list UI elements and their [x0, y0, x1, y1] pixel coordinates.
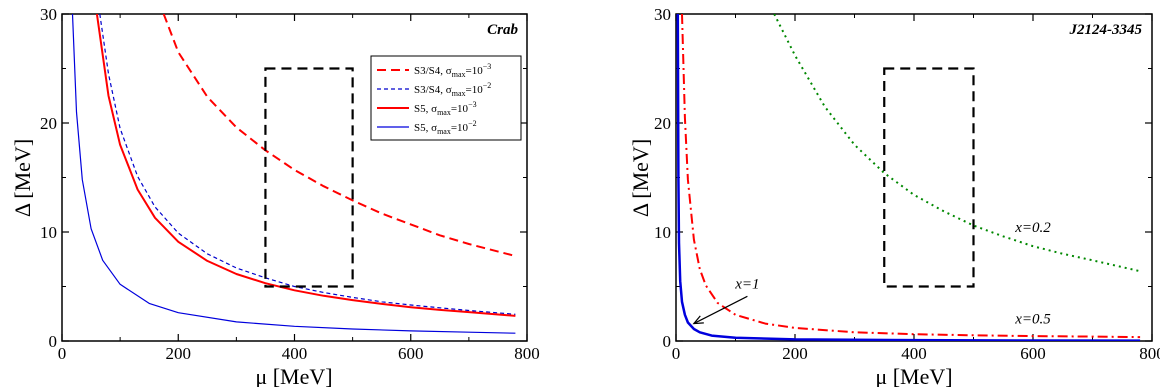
- x-tick-label: 400: [282, 344, 308, 363]
- x-tick-label: 600: [1020, 344, 1046, 363]
- series-line-0: [162, 14, 516, 257]
- x-tick-label: 200: [782, 344, 808, 363]
- series-line-2: [95, 14, 516, 317]
- series-line-1: [681, 14, 1141, 339]
- panel-j2124: 0 200 400 600 800 0 10 20 30 x=0.2 x=0.5 x=1 J2124…: [628, 5, 1160, 387]
- y-tick-label: 30: [40, 5, 57, 24]
- annotation-label: x=1: [734, 277, 759, 293]
- y-axis-label: Δ [MeV]: [10, 139, 35, 217]
- annotation-arrow: [693, 295, 748, 325]
- series-line-2: [676, 14, 1141, 341]
- y-tick-label: 0: [49, 332, 58, 351]
- series-line-3: [71, 14, 516, 334]
- y-tick-label: 10: [654, 223, 671, 242]
- legend-label-2: S5, σmax=10−3: [414, 100, 477, 117]
- x-tick-label: 0: [672, 344, 681, 363]
- constraint-box: [264, 67, 354, 288]
- annotation-label: x=0.5: [1014, 312, 1051, 328]
- x-tick-label: 800: [514, 344, 540, 363]
- y-axis-label: Δ [MeV]: [628, 139, 653, 217]
- legend-label-3: S5, σmax=10−2: [414, 119, 477, 136]
- y-tick-label: 0: [663, 332, 672, 351]
- x-axis-label: μ [MeV]: [875, 364, 952, 387]
- x-axis-label: μ [MeV]: [255, 364, 332, 387]
- y-tick-label: 20: [654, 114, 671, 133]
- arrow-head: [692, 315, 704, 325]
- x-tick-label: 200: [166, 344, 192, 363]
- legend-label-0: S3/S4, σmax=10−3: [414, 62, 491, 79]
- x-tick-label: 0: [58, 344, 67, 363]
- x-tick-label: 800: [1139, 344, 1160, 363]
- x-tick-label: 400: [901, 344, 927, 363]
- series-line-0: [773, 14, 1141, 273]
- y-tick-label: 10: [40, 223, 57, 242]
- x-tick-label: 600: [398, 344, 424, 363]
- panel-title: J2124-3345: [1069, 22, 1143, 38]
- y-tick-label: 30: [654, 5, 671, 24]
- y-tick-label: 20: [40, 114, 57, 133]
- panel-crab: 0 200 400 600 800 0 10 20 30 Crab S3/S4, σmax=10…: [10, 5, 540, 387]
- legend: S3/S4, σmax=10−3 S3/S4, σmax=10−2 S5, σmax…: [370, 55, 522, 141]
- panel-title: Crab: [487, 22, 518, 38]
- constraint-box: [883, 67, 975, 288]
- annotation-label: x=0.2: [1014, 220, 1051, 236]
- legend-label-1: S3/S4, σmax=10−2: [414, 81, 491, 98]
